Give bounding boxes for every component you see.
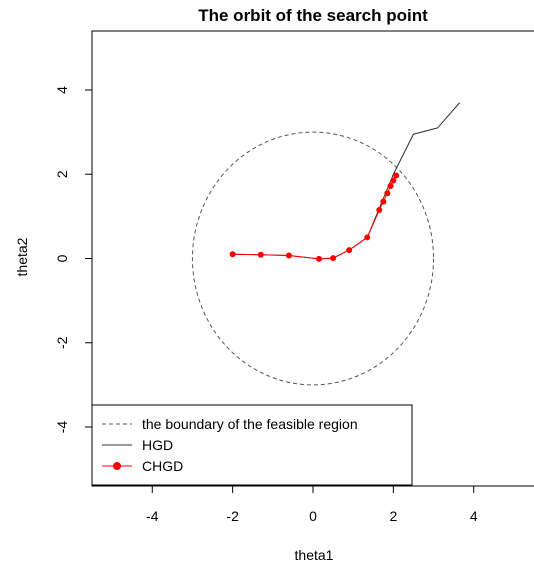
legend-box [91,404,413,486]
chgd-point [330,255,337,262]
y-tick-label: -2 [54,336,70,349]
x-tick-label: 2 [389,508,397,524]
y-tick-label: 4 [54,86,70,94]
x-axis: -4 -2 0 2 4 [146,486,478,524]
legend-label-boundary: the boundary of the feasible region [142,416,358,432]
chgd-point [316,255,323,262]
x-axis-label: theta1 [295,547,334,563]
y-tick-label: 0 [54,254,70,262]
x-tick-label: -2 [226,508,239,524]
plot-area [191,102,461,386]
y-tick-label: -4 [54,421,70,434]
x-tick-label: -4 [146,508,159,524]
x-tick-label: 4 [470,508,478,524]
series-chgd-line [232,175,397,260]
legend-label-chgd: CHGD [142,458,183,474]
chgd-point [364,234,371,241]
chgd-point [380,198,387,205]
feasible-region-boundary [191,131,435,386]
chgd-point [387,183,394,190]
chgd-point [393,172,400,179]
chgd-point [257,251,264,258]
legend-label-hgd: HGD [142,437,173,453]
chgd-point [285,252,292,259]
chgd-point [229,251,236,258]
x-tick-label: 0 [309,508,317,524]
chgd-point [384,190,391,197]
y-axis: -4 -2 0 2 4 [54,86,92,433]
legend-swatch-chgd-point [113,462,121,470]
chart-title: The orbit of the search point [198,6,428,25]
chgd-point [390,177,397,184]
y-axis-label: theta2 [14,237,30,276]
chgd-point [376,207,383,214]
chgd-point [346,247,353,254]
series-hgd-line [232,102,461,260]
y-tick-label: 2 [54,170,70,178]
legend: the boundary of the feasible region HGD CH… [91,404,413,486]
